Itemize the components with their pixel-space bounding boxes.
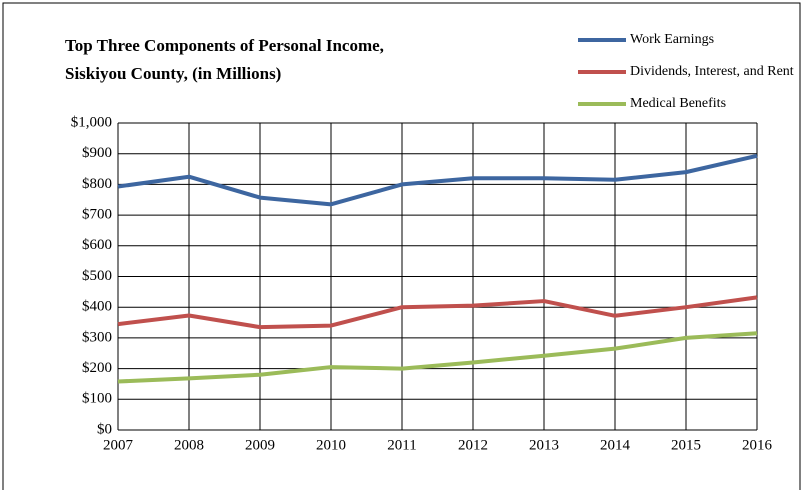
y-tick-label: $700 [82,207,112,223]
x-tick-label: 2014 [600,437,631,453]
chart-title: Siskiyou County, (in Millions) [65,64,281,83]
chart-title: Top Three Components of Personal Income, [65,36,384,55]
series-line [117,153,758,207]
series-line [117,295,758,330]
x-tick-label: 2016 [742,437,773,453]
x-tick-label: 2009 [245,437,275,453]
y-tick-label: $300 [82,329,112,345]
y-tick-label: $500 [82,268,112,284]
y-tick-label: $600 [82,237,112,253]
x-tick-label: 2008 [174,437,204,453]
y-tick-label: $800 [82,176,112,192]
legend-label: Dividends, Interest, and Rent [630,64,794,79]
x-tick-label: 2007 [103,437,134,453]
y-tick-label: $900 [82,145,112,161]
x-tick-label: 2013 [529,437,559,453]
y-tick-label: $100 [82,391,112,407]
series-line [117,331,758,384]
y-tick-label: $1,000 [71,114,112,130]
y-tick-label: $200 [82,360,112,376]
y-tick-label: $400 [82,299,112,315]
legend-label: Medical Benefits [630,96,726,111]
legend-label: Work Earnings [630,32,714,47]
x-tick-label: 2015 [671,437,701,453]
y-tick-label: $0 [97,421,112,437]
x-tick-label: 2012 [458,437,488,453]
x-tick-label: 2011 [387,437,416,453]
x-tick-label: 2010 [316,437,346,453]
